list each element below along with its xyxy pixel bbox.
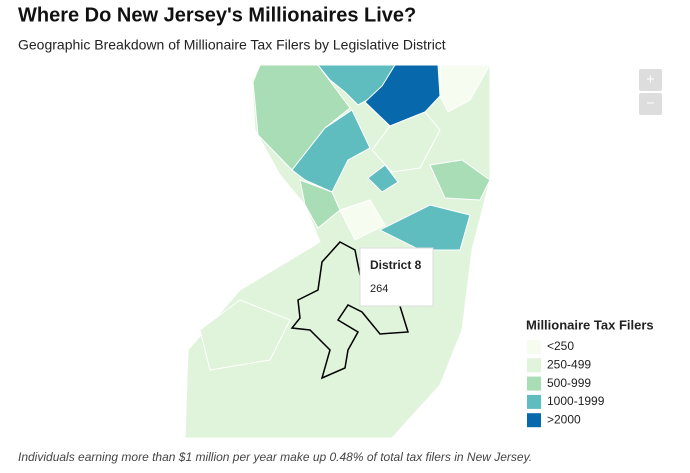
tooltip-box bbox=[359, 247, 434, 307]
legend-swatch bbox=[527, 358, 541, 373]
map bbox=[184, 64, 491, 439]
tooltip-value: 264 bbox=[370, 283, 388, 295]
zoom-in-label[interactable]: + bbox=[646, 71, 654, 87]
legend-swatch bbox=[527, 394, 541, 409]
legend-label: 250-499 bbox=[547, 357, 591, 371]
zoom-out-label[interactable]: − bbox=[646, 95, 654, 111]
legend-swatch bbox=[527, 413, 541, 428]
zoom-in[interactable]: + bbox=[639, 69, 662, 91]
legend-label: 1000-1999 bbox=[547, 394, 605, 408]
tooltip-label: District 8 bbox=[370, 258, 422, 272]
tooltip: District 8 264 bbox=[359, 247, 434, 307]
legend-label: >2000 bbox=[547, 412, 581, 426]
legend-swatch bbox=[527, 376, 541, 391]
legend-title: Millionaire Tax Filers bbox=[526, 317, 654, 332]
title: Where Do New Jersey's Millionaires Live? bbox=[18, 4, 416, 26]
footnote: Individuals earning more than $1 million… bbox=[18, 450, 532, 464]
legend-swatch bbox=[527, 340, 541, 354]
legend: Millionaire Tax Filers <250 250-499 500-99… bbox=[526, 317, 654, 428]
subtitle: Geographic Breakdown of Millionaire Tax … bbox=[18, 37, 446, 53]
legend-label: 500-999 bbox=[547, 376, 591, 390]
zoom-out[interactable]: − bbox=[639, 93, 662, 115]
legend-label: <250 bbox=[547, 339, 574, 353]
